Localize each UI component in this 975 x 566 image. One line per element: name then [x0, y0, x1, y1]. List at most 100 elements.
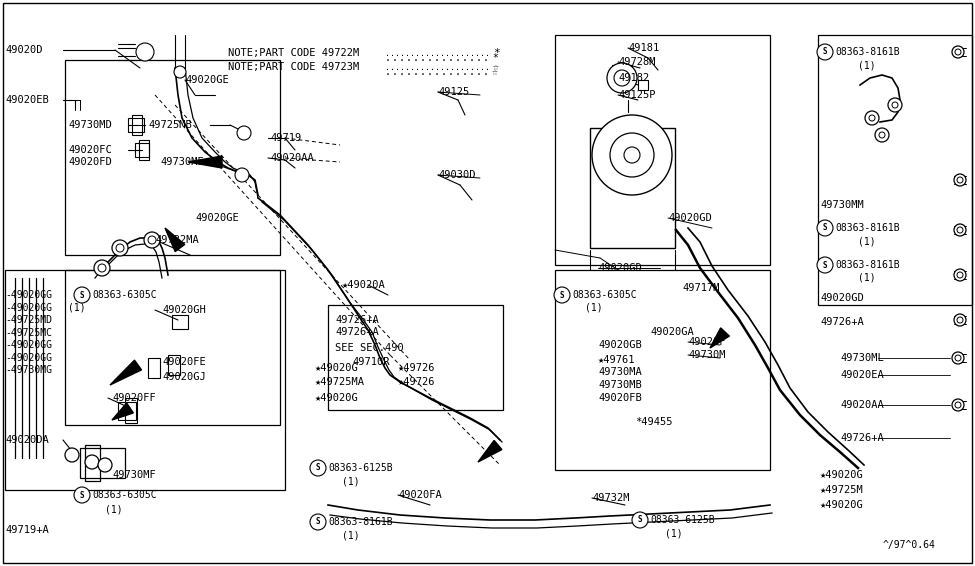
Circle shape [112, 240, 128, 256]
Text: S: S [316, 517, 321, 526]
Text: ★49020A: ★49020A [342, 280, 386, 290]
Text: .: . [400, 62, 405, 71]
Text: 49732MA: 49732MA [155, 235, 199, 245]
Circle shape [817, 257, 833, 273]
Circle shape [955, 402, 961, 408]
Circle shape [624, 147, 640, 163]
Text: S: S [823, 260, 828, 269]
Text: 49020EB: 49020EB [5, 95, 49, 105]
Text: .: . [470, 62, 475, 71]
Text: S: S [823, 224, 828, 233]
Text: .: . [410, 49, 415, 58]
Text: .: . [475, 62, 480, 71]
Text: 49182: 49182 [618, 73, 649, 83]
Text: 49020FD: 49020FD [68, 157, 112, 167]
Polygon shape [188, 156, 222, 168]
Text: .: . [435, 62, 440, 71]
Text: .: . [420, 62, 425, 71]
Text: 49728M: 49728M [618, 57, 655, 67]
Circle shape [952, 352, 964, 364]
Text: .: . [430, 62, 435, 71]
Text: S: S [560, 290, 565, 299]
Bar [118, 402, 136, 420]
Text: .: . [395, 62, 400, 71]
Text: 49726+A: 49726+A [820, 317, 864, 327]
Text: .: . [469, 53, 475, 63]
Bar [80, 448, 125, 478]
Circle shape [817, 44, 833, 60]
Bar [85, 445, 100, 481]
Text: -49020GG: -49020GG [5, 353, 52, 363]
Text: 49020FB: 49020FB [598, 393, 642, 403]
Text: 49717M: 49717M [682, 283, 720, 293]
Circle shape [94, 260, 110, 276]
Circle shape [957, 317, 963, 323]
Text: 49125: 49125 [438, 87, 469, 97]
Text: .: . [460, 49, 465, 58]
Text: 49730ML: 49730ML [840, 353, 883, 363]
Text: ★49725M: ★49725M [820, 485, 864, 495]
Text: 49730M: 49730M [688, 350, 725, 360]
Circle shape [865, 111, 879, 125]
Text: 49719+A: 49719+A [5, 525, 49, 535]
Text: 49020D: 49020D [5, 45, 43, 55]
Text: 49726+A: 49726+A [335, 315, 378, 325]
Text: 49030D: 49030D [438, 170, 476, 180]
Text: 08363-6305C: 08363-6305C [92, 290, 157, 300]
Text: 49730MD: 49730MD [68, 120, 112, 130]
Text: NOTE;PART CODE 49722M: NOTE;PART CODE 49722M [228, 48, 359, 58]
Circle shape [116, 244, 124, 252]
Text: .: . [450, 62, 455, 71]
Bar [172, 315, 188, 329]
Text: (1): (1) [342, 531, 360, 541]
Text: 49020F: 49020F [688, 337, 725, 347]
Text: .: . [485, 62, 490, 71]
Text: ☆: ☆ [492, 67, 498, 77]
Text: (1): (1) [858, 273, 876, 283]
Circle shape [85, 455, 99, 469]
Text: ★49020G: ★49020G [315, 363, 359, 373]
Text: 49020FF: 49020FF [112, 393, 156, 403]
Text: ★49726: ★49726 [398, 377, 436, 387]
Text: 49732M: 49732M [592, 493, 630, 503]
Text: .: . [390, 49, 395, 58]
Text: .: . [425, 62, 430, 71]
Polygon shape [165, 228, 185, 252]
Text: .: . [415, 49, 420, 58]
Text: 49020GD: 49020GD [668, 213, 712, 223]
Text: .: . [410, 62, 415, 71]
Circle shape [955, 49, 961, 55]
Text: .: . [441, 67, 447, 77]
Circle shape [952, 399, 964, 411]
Text: .: . [405, 62, 410, 71]
Text: .: . [465, 49, 470, 58]
Text: .: . [390, 62, 395, 71]
Text: .: . [420, 53, 426, 63]
Text: .: . [455, 62, 460, 71]
Text: S: S [316, 464, 321, 473]
Text: .: . [469, 67, 475, 77]
Text: .: . [420, 49, 425, 58]
Circle shape [954, 314, 966, 326]
Text: S: S [638, 516, 643, 525]
Bar [612, 65, 632, 79]
Text: .: . [448, 53, 454, 63]
Text: S: S [80, 290, 84, 299]
Circle shape [74, 287, 90, 303]
Text: 08363-8161B: 08363-8161B [835, 260, 900, 270]
Text: .: . [385, 67, 391, 77]
Circle shape [607, 63, 637, 93]
Text: -49725MD: -49725MD [5, 315, 52, 325]
Text: .: . [406, 53, 411, 63]
Text: .: . [483, 67, 488, 77]
Bar [638, 80, 648, 90]
Text: 08363-6305C: 08363-6305C [92, 490, 157, 500]
Text: 49726+A: 49726+A [335, 327, 378, 337]
Text: -49020GG: -49020GG [5, 290, 52, 300]
Text: ★49020G: ★49020G [820, 470, 864, 480]
Text: .: . [455, 53, 461, 63]
Text: .: . [434, 67, 440, 77]
Circle shape [957, 227, 963, 233]
Text: .: . [400, 49, 405, 58]
Text: 49730MF: 49730MF [112, 470, 156, 480]
